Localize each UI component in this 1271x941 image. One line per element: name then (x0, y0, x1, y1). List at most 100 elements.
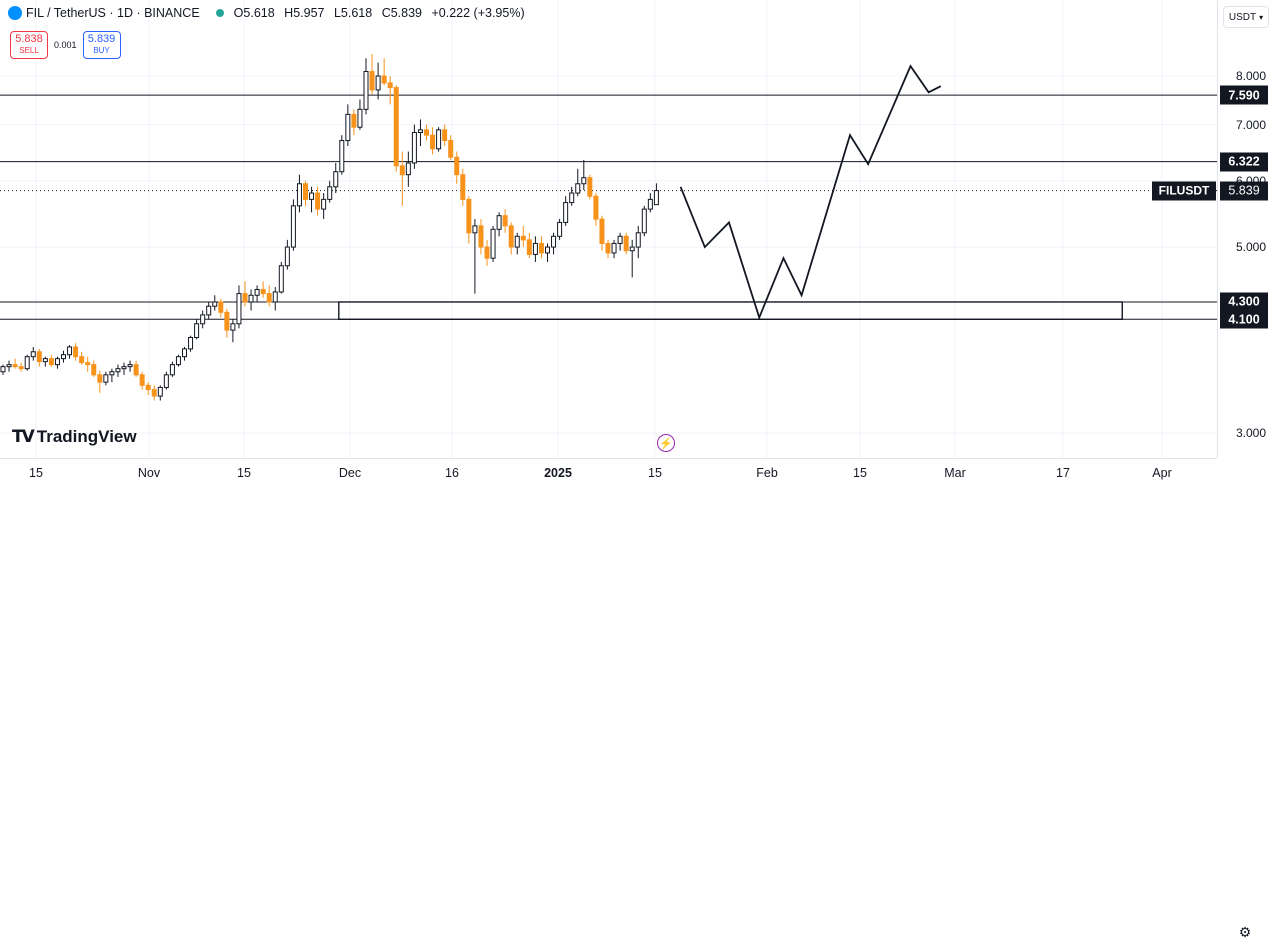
price-plot[interactable] (0, 0, 1217, 458)
candle-body (12, 364, 18, 368)
time-tick-label: 17 (1056, 466, 1070, 480)
candle-body (436, 129, 442, 150)
candle-body (194, 323, 200, 339)
candle-body (357, 108, 363, 128)
candle-body (188, 337, 194, 350)
candle-body (635, 232, 641, 248)
currency-label: USDT (1228, 11, 1257, 23)
settings-gear-icon[interactable]: ⚙ (1238, 923, 1252, 940)
candle-body (0, 366, 6, 373)
sell-price: 5.838 (15, 33, 43, 45)
candle-body (575, 183, 581, 194)
fil-coin-icon (8, 6, 22, 20)
tradingview-watermark: 𝗧𝗩 TradingView (12, 427, 137, 447)
buy-button[interactable]: 5.839 BUY (82, 31, 121, 59)
candle-body (36, 351, 42, 363)
price-axis[interactable]: USDT ▾ 3.0005.0006.0007.0008.0007.5906.3… (1217, 0, 1271, 458)
ohlc-high: H5.957 (284, 6, 325, 20)
chart-pane[interactable]: FIL / TetherUS · 1D · BINANCE O5.618 H5.… (0, 0, 1217, 458)
candle-body (502, 215, 508, 227)
time-tick-label: 15 (29, 466, 43, 480)
candle-body (230, 323, 236, 331)
candle-body (67, 346, 73, 356)
candle-body (212, 301, 218, 307)
candle-body (266, 293, 272, 303)
candle-body (514, 235, 520, 248)
candle-body (363, 70, 369, 110)
candle-body (200, 314, 206, 325)
projection-path (679, 64, 942, 321)
sell-button[interactable]: 5.838 SELL (10, 31, 48, 59)
candle-body (121, 366, 127, 370)
candle-body (48, 358, 54, 366)
candle-body (399, 165, 405, 176)
candle-body (478, 225, 484, 248)
candle-body (18, 366, 24, 370)
candle-body (520, 235, 526, 241)
candle-body (587, 177, 593, 197)
candle-body (303, 183, 308, 200)
candle-body (133, 364, 139, 376)
candle-body (6, 364, 12, 368)
level-price-label: 7.590 (1220, 85, 1268, 105)
candle-body (496, 215, 502, 230)
time-tick-label: Feb (756, 466, 778, 480)
candle-body (85, 362, 91, 366)
candle-body (351, 113, 357, 128)
candle-body (224, 311, 230, 331)
candle-body (641, 208, 647, 234)
price-tick-label: 5.000 (1235, 240, 1266, 255)
candle-body (151, 389, 157, 397)
candle-body (91, 364, 97, 376)
candle-body (321, 198, 327, 210)
candle-body (79, 356, 85, 364)
time-tick-label: 15 (853, 466, 867, 480)
candle-body (611, 242, 617, 254)
candle-body (466, 198, 472, 234)
candle-body (61, 354, 66, 360)
candle-body (103, 374, 109, 383)
candle-body (54, 358, 60, 366)
price-tick-label: 8.000 (1235, 69, 1266, 83)
candle-body (109, 371, 115, 376)
candle-body (424, 129, 429, 136)
ohlc-close: C5.839 (381, 6, 422, 20)
market-open-icon (215, 9, 224, 17)
symbol-title[interactable]: FIL / TetherUS · 1D · BINANCE (26, 6, 200, 20)
time-axis[interactable]: ⚙ 15 Nov 15 Dec 16 2025 15 Feb 15 Mar 17 Apr (0, 458, 1251, 940)
candle-body (157, 386, 163, 397)
candle-body (623, 235, 629, 252)
candle-body (236, 293, 242, 325)
level-price-label: 4.100 (1220, 309, 1268, 329)
candle-body (139, 374, 145, 386)
candle-body (545, 246, 550, 254)
candle-body (381, 75, 387, 84)
candle-body (145, 384, 151, 391)
candle-body (260, 288, 266, 295)
candle-body (315, 192, 321, 210)
candle-body (248, 294, 254, 303)
spread-value: 0.001 (54, 40, 77, 50)
candle-body (327, 186, 333, 200)
candle-body (551, 235, 557, 248)
time-tick-label: 15 (648, 466, 662, 480)
candle-body (182, 348, 187, 358)
tradingview-logo-icon: 𝗧𝗩 (12, 427, 35, 446)
ohlc-open: O5.618 (233, 6, 275, 20)
candle-body (387, 82, 393, 89)
candle-body (526, 239, 532, 255)
candle-body (24, 356, 30, 370)
candle-body (442, 129, 448, 142)
time-tick-label: 15 (237, 466, 251, 480)
watermark-text: TradingView (36, 427, 137, 446)
candle-body (563, 202, 569, 223)
candle-body (272, 291, 278, 303)
ohlc-values: O5.618 H5.957 L5.618 C5.839 +0.222 (+3.9… (234, 6, 531, 20)
support-zone-box (338, 301, 1123, 321)
candle-body (599, 218, 605, 244)
currency-selector[interactable]: USDT ▾ (1223, 6, 1269, 28)
candle-body (375, 75, 381, 91)
candle-body (538, 242, 544, 254)
lightning-event-icon[interactable]: ⚡ (657, 434, 675, 452)
candle-body (569, 192, 575, 204)
